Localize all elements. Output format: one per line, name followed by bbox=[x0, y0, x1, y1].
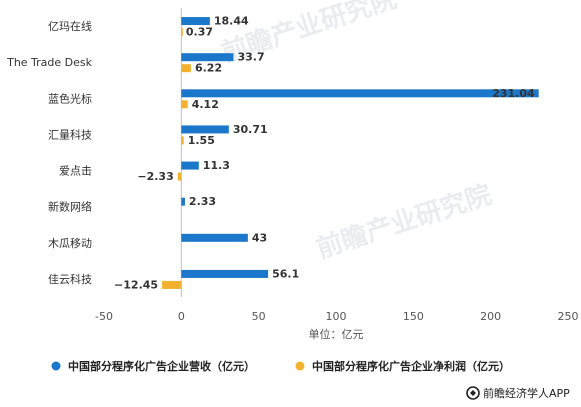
axes: -50 0 50 100 150 200 250 单位：亿元 亿玛在线 The Trade Des… bbox=[6, 8, 579, 341]
category-label: 亿玛在线 bbox=[48, 19, 92, 33]
x-tick-label: 0 bbox=[178, 310, 185, 323]
revenue-bar bbox=[181, 269, 269, 278]
revenue-bar bbox=[181, 161, 199, 170]
footer: 前瞻经济学人APP bbox=[466, 386, 570, 400]
revenue-data-label: 43 bbox=[252, 231, 267, 244]
revenue-bar bbox=[181, 125, 229, 134]
profit-data-label: −12.45 bbox=[114, 278, 158, 291]
revenue-data-label: 231.04 bbox=[492, 87, 535, 100]
qianzhan-logo-icon bbox=[466, 386, 480, 400]
revenue-data-label: 11.3 bbox=[203, 159, 230, 172]
legend-marker bbox=[51, 361, 61, 371]
profit-data-label: −2.33 bbox=[137, 170, 173, 183]
x-tick-label: 50 bbox=[252, 310, 266, 323]
x-axis-unit-label: 单位：亿元 bbox=[309, 327, 364, 341]
x-tick-label: 150 bbox=[403, 310, 424, 323]
category-label: The Trade Desk bbox=[6, 56, 93, 69]
x-tick-label: 250 bbox=[558, 310, 579, 323]
profit-data-label: 1.55 bbox=[188, 134, 215, 147]
profit-bar bbox=[162, 280, 182, 289]
profit-bar bbox=[181, 100, 188, 109]
category-label: 佳云科技 bbox=[48, 272, 92, 286]
watermark-text: 前瞻产业研究院 bbox=[313, 179, 496, 265]
revenue-data-label: 56.1 bbox=[272, 267, 299, 280]
legend: 中国部分程序化广告企业营收（亿元） 中国部分程序化广告企业净利润（亿元） bbox=[51, 359, 510, 373]
legend-marker bbox=[295, 361, 305, 371]
profit-bar bbox=[181, 28, 183, 37]
revenue-data-label: 33.7 bbox=[237, 51, 264, 64]
revenue-data-label: 30.71 bbox=[233, 123, 268, 136]
x-tick-label: -50 bbox=[95, 310, 113, 323]
category-label: 爱点击 bbox=[59, 165, 92, 178]
category-label: 汇量科技 bbox=[48, 127, 92, 141]
profit-bar bbox=[181, 64, 191, 73]
category-label: 新数网络 bbox=[48, 200, 92, 214]
category-label: 木瓜移动 bbox=[48, 237, 92, 250]
x-tick-label: 200 bbox=[480, 310, 501, 323]
bars bbox=[162, 17, 539, 289]
legend-label: 中国部分程序化广告企业净利润（亿元） bbox=[312, 359, 510, 373]
data-labels: 18.440.37 33.7 6.22 231.04 4.12 30.71 1.55 11.3… bbox=[114, 15, 535, 292]
credit-text: 前瞻经济学人APP bbox=[483, 386, 570, 400]
qianzhan-logo-ring bbox=[466, 386, 480, 400]
profit-bar bbox=[181, 136, 184, 145]
profit-data-label: 4.12 bbox=[192, 98, 219, 111]
x-tick-label: 100 bbox=[326, 310, 347, 323]
profit-bar bbox=[177, 172, 182, 181]
category-label: 蓝色光标 bbox=[48, 91, 92, 105]
profit-data-label: 6.22 bbox=[195, 62, 222, 75]
revenue-data-label: 2.33 bbox=[189, 195, 216, 208]
revenue-bar bbox=[181, 197, 185, 206]
revenue-bar bbox=[181, 89, 539, 98]
revenue-bar bbox=[181, 53, 234, 62]
profit-data-label: 0.37 bbox=[186, 26, 213, 39]
qianzhan-logo-mark bbox=[470, 390, 476, 396]
revenue-bar bbox=[181, 233, 248, 242]
revenue-data-label: 18.44 bbox=[214, 15, 249, 28]
revenue-bar bbox=[181, 17, 210, 26]
legend-label: 中国部分程序化广告企业营收（亿元） bbox=[68, 359, 255, 373]
